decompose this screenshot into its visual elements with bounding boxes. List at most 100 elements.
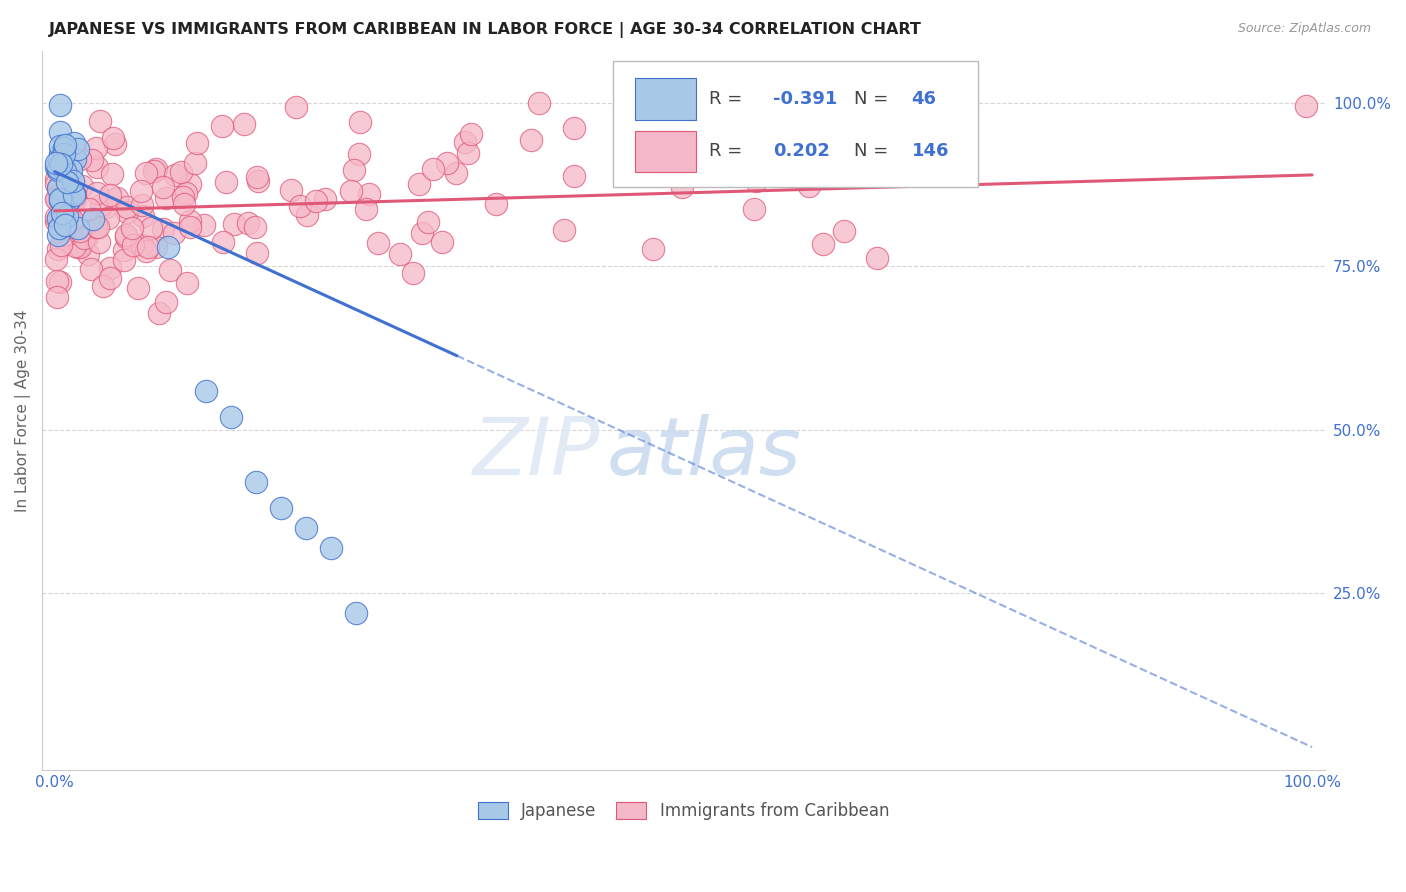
Point bbox=[408, 178, 430, 192]
Point bbox=[866, 251, 889, 265]
Point bbox=[422, 162, 444, 177]
Point bbox=[112, 253, 135, 268]
Point bbox=[48, 181, 70, 195]
Point bbox=[163, 226, 186, 240]
Point bbox=[219, 409, 242, 424]
Point bbox=[295, 521, 318, 535]
Point bbox=[101, 131, 124, 145]
Point bbox=[138, 240, 160, 254]
Point bbox=[346, 606, 368, 620]
Text: atlas: atlas bbox=[606, 415, 801, 492]
Point bbox=[742, 202, 765, 216]
Point bbox=[97, 211, 120, 225]
FancyBboxPatch shape bbox=[634, 130, 696, 172]
Point bbox=[84, 141, 107, 155]
Point bbox=[907, 145, 929, 159]
Point bbox=[222, 217, 245, 231]
FancyBboxPatch shape bbox=[634, 78, 696, 120]
Point bbox=[270, 501, 292, 516]
Point bbox=[48, 220, 70, 235]
Point bbox=[96, 200, 118, 214]
Text: 46: 46 bbox=[911, 90, 936, 108]
Point bbox=[359, 187, 381, 202]
Point bbox=[131, 210, 153, 224]
Point bbox=[388, 247, 411, 261]
Point bbox=[145, 161, 167, 176]
Text: N =: N = bbox=[853, 143, 894, 161]
Point bbox=[62, 173, 84, 187]
Point bbox=[247, 173, 270, 187]
Point bbox=[485, 196, 508, 211]
Point bbox=[1295, 99, 1317, 113]
Point bbox=[186, 136, 208, 151]
Point bbox=[55, 200, 77, 214]
Point bbox=[98, 261, 121, 276]
Point bbox=[91, 279, 114, 293]
Point bbox=[75, 230, 97, 244]
Point bbox=[527, 95, 550, 110]
Point bbox=[179, 177, 201, 191]
Point bbox=[87, 219, 110, 234]
Point bbox=[67, 221, 90, 235]
Point bbox=[49, 98, 72, 112]
Point bbox=[671, 180, 693, 194]
Point bbox=[98, 271, 121, 285]
Point bbox=[63, 193, 86, 207]
Point bbox=[232, 117, 254, 131]
Point bbox=[520, 133, 543, 147]
Point bbox=[63, 189, 86, 203]
Point bbox=[51, 157, 73, 171]
Text: 146: 146 bbox=[911, 143, 949, 161]
Point bbox=[46, 161, 69, 175]
Point bbox=[122, 237, 145, 252]
Point bbox=[155, 294, 177, 309]
Point bbox=[143, 164, 166, 178]
Point bbox=[82, 153, 104, 168]
Point bbox=[104, 137, 127, 152]
Legend: Japanese, Immigrants from Caribbean: Japanese, Immigrants from Caribbean bbox=[471, 795, 896, 826]
Point bbox=[285, 100, 308, 114]
Point bbox=[236, 216, 259, 230]
Point bbox=[65, 238, 87, 252]
Point bbox=[48, 163, 70, 178]
Point bbox=[654, 166, 676, 180]
Point bbox=[86, 160, 108, 174]
Point bbox=[131, 197, 153, 211]
Text: R =: R = bbox=[709, 90, 748, 108]
Point bbox=[553, 223, 575, 237]
Point bbox=[305, 194, 328, 208]
FancyBboxPatch shape bbox=[613, 62, 979, 187]
Point bbox=[49, 275, 72, 289]
Point bbox=[48, 192, 70, 206]
Point bbox=[834, 224, 856, 238]
Point bbox=[48, 181, 70, 195]
Point bbox=[811, 236, 834, 251]
Point bbox=[243, 219, 266, 234]
Point bbox=[63, 187, 86, 202]
Point bbox=[129, 184, 152, 198]
Point bbox=[52, 202, 75, 216]
Point bbox=[179, 219, 201, 234]
Point bbox=[48, 188, 70, 202]
Point bbox=[45, 156, 67, 170]
Point bbox=[49, 193, 72, 207]
Point bbox=[211, 235, 233, 250]
Point bbox=[49, 125, 72, 139]
Point bbox=[52, 228, 75, 243]
Point bbox=[194, 384, 217, 398]
Point bbox=[115, 204, 138, 219]
Point bbox=[135, 166, 157, 180]
Point bbox=[457, 145, 479, 160]
Point bbox=[152, 180, 174, 194]
Point bbox=[73, 231, 96, 245]
Point bbox=[401, 266, 423, 280]
Point bbox=[314, 192, 336, 206]
Point bbox=[77, 202, 100, 216]
Point bbox=[69, 152, 91, 166]
Point bbox=[98, 188, 121, 202]
Point bbox=[45, 214, 67, 228]
Point bbox=[416, 215, 439, 229]
Text: Source: ZipAtlas.com: Source: ZipAtlas.com bbox=[1237, 22, 1371, 36]
Point bbox=[135, 244, 157, 259]
Point bbox=[105, 191, 128, 205]
